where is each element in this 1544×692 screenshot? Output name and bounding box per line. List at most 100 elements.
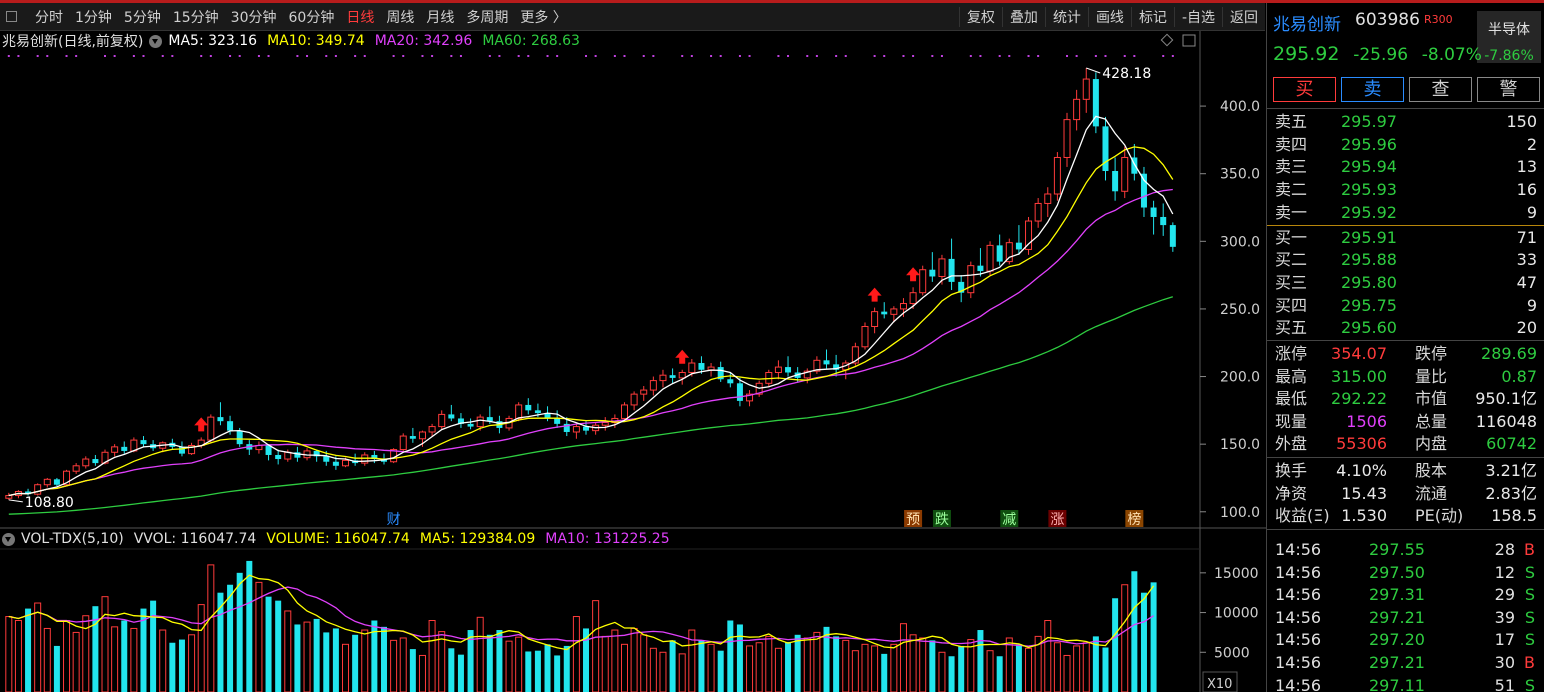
- candle-body-up: [620, 404, 628, 419]
- toolbar-action-1[interactable]: 叠加: [1001, 6, 1045, 27]
- candle-body-down: [669, 375, 676, 378]
- signal-dot: [1162, 55, 1165, 57]
- sell-button[interactable]: 卖: [1341, 77, 1404, 102]
- toolbar-action-3[interactable]: 画线: [1087, 6, 1131, 27]
- tick-price: 297.21: [1369, 653, 1425, 672]
- bid-volume: 20: [1516, 318, 1537, 338]
- volume-bar-up: [861, 643, 869, 692]
- signal-dot: [690, 55, 693, 57]
- tick-flag: S: [1524, 562, 1535, 582]
- toolbar-action-4[interactable]: 标记: [1130, 6, 1174, 27]
- stock-name[interactable]: 兆易创新: [1273, 15, 1341, 35]
- event-marker-bg: [1000, 510, 1019, 527]
- ask-row[interactable]: 卖三 295.94 13: [1275, 155, 1537, 178]
- signal-dot: [1027, 55, 1030, 57]
- volume-bar-up: [707, 643, 715, 692]
- sector-box[interactable]: 半导体 -7.86%: [1477, 11, 1541, 64]
- volume-bar-up: [620, 643, 628, 692]
- volume-bar-up: [43, 627, 51, 692]
- period-tab-1[interactable]: 1分钟: [75, 9, 112, 26]
- signal-dot: [431, 55, 434, 57]
- toolbar-action-2[interactable]: 统计: [1044, 6, 1088, 27]
- bid-volume: 47: [1516, 272, 1537, 292]
- volume-bar-up: [101, 596, 109, 692]
- candle-body-up: [72, 465, 80, 472]
- candle-body-down: [486, 417, 493, 422]
- volume-bar-down: [150, 600, 157, 692]
- signal-dot: [979, 55, 982, 57]
- signal-dot: [459, 55, 462, 57]
- ask-row[interactable]: 卖一 295.92 9: [1275, 201, 1537, 224]
- bid-row[interactable]: 买一 295.91 71: [1275, 226, 1537, 249]
- bid-row[interactable]: 买二 295.88 33: [1275, 248, 1537, 271]
- bid-row[interactable]: 买四 295.75 9: [1275, 294, 1537, 317]
- bid-row[interactable]: 买五 295.60 20: [1275, 316, 1537, 339]
- up-arrow-icon: [906, 267, 921, 282]
- r-badge: R300: [1424, 13, 1453, 26]
- tick-volume: 51: [1494, 675, 1515, 692]
- stat-label: PE(动): [1415, 506, 1464, 526]
- stat-label: 净资: [1275, 483, 1308, 503]
- volume-bar-up: [1073, 645, 1081, 692]
- period-tab-4[interactable]: 30分钟: [230, 9, 277, 26]
- period-tab-8[interactable]: 月线: [426, 9, 455, 26]
- period-tab-10[interactable]: 更多 〉: [520, 9, 567, 26]
- signal-dot: [161, 55, 164, 57]
- candle-body-down: [929, 269, 936, 277]
- kline-dropdown-icon[interactable]: [149, 34, 163, 48]
- ma10-legend: MA10: 349.74: [267, 33, 365, 49]
- candle-body-up: [803, 370, 811, 379]
- toolbar-action-5[interactable]: -自选: [1173, 6, 1222, 27]
- ask-row[interactable]: 卖二 295.93 16: [1275, 178, 1537, 201]
- volume-dropdown-icon[interactable]: [2, 532, 15, 546]
- tick-volume: 39: [1494, 607, 1515, 627]
- signal-dot: [421, 55, 424, 57]
- ma5-legend: MA5: 323.16: [168, 33, 258, 49]
- query-button[interactable]: 查: [1409, 77, 1472, 102]
- period-tab-7[interactable]: 周线: [386, 9, 415, 26]
- period-tab-2[interactable]: 5分钟: [123, 9, 161, 26]
- period-tab-5[interactable]: 60分钟: [288, 9, 335, 26]
- ask-row[interactable]: 卖五 295.97 150: [1275, 110, 1537, 133]
- signal-dot: [710, 55, 713, 57]
- volume-bar-up: [1034, 635, 1042, 692]
- toolbar-action-0[interactable]: 复权: [958, 6, 1002, 27]
- buy-button[interactable]: 买: [1273, 77, 1336, 102]
- alert-button[interactable]: 警: [1477, 77, 1540, 102]
- volume-bar-down: [265, 596, 272, 692]
- signal-dot: [623, 55, 626, 57]
- kline-chart[interactable]: 100.0 150.0 200.0 250.0 300.0 350.0 400.0 5000 1…: [0, 0, 1266, 692]
- signal-dot: [46, 55, 49, 57]
- event-marker: 减: [1002, 512, 1016, 528]
- signal-dot: [142, 55, 145, 57]
- signal-dot: [1104, 55, 1107, 57]
- volume-bar-up: [197, 604, 205, 692]
- volume-bar-down: [958, 645, 965, 692]
- signal-dot: [17, 55, 20, 57]
- ask-row[interactable]: 卖四 295.96 2: [1275, 133, 1537, 156]
- signal-dot: [334, 55, 337, 57]
- volume-bar-down: [1131, 571, 1138, 692]
- period-tab-0[interactable]: 分时: [35, 9, 63, 26]
- toolbar-action-6[interactable]: 返回: [1222, 6, 1265, 27]
- volume-bar-down: [563, 645, 570, 692]
- bid-row[interactable]: 买三 295.80 47: [1275, 271, 1537, 294]
- period-tab-3[interactable]: 15分钟: [172, 9, 219, 26]
- volume-bar-down: [833, 636, 840, 692]
- candle-body-down: [409, 436, 416, 439]
- tick-price: 297.11: [1369, 675, 1425, 692]
- volume-bar-down: [929, 640, 936, 692]
- layout-toggle-icon[interactable]: [6, 11, 17, 22]
- tick-row: 14:56 297.21 39 S: [1275, 607, 1537, 630]
- ask-label: 卖二: [1275, 180, 1308, 200]
- signal-dot: [969, 55, 972, 57]
- volume-bar-down: [669, 640, 676, 692]
- volume-bar-up: [284, 610, 292, 692]
- period-tab-9[interactable]: 多周期: [466, 9, 509, 26]
- candle-body-up: [909, 292, 917, 305]
- period-tab-6[interactable]: 日线: [346, 9, 375, 26]
- volume-ma10-legend: MA10: 131225.25: [545, 531, 670, 547]
- candle-body-up: [418, 431, 426, 440]
- ask-volume: 2: [1526, 134, 1537, 154]
- stat-row: 换手 4.10% 股本 3.21亿: [1275, 459, 1537, 482]
